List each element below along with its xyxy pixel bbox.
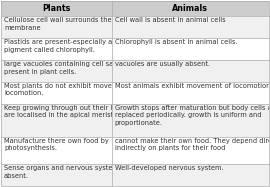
Text: Cell wall is absent in animal cells: Cell wall is absent in animal cells: [115, 17, 225, 23]
Text: Sense organs and nervous system
absent.: Sense organs and nervous system absent.: [4, 165, 119, 179]
Text: cannot make their own food. They depend directly or
indirectly on plants for the: cannot make their own food. They depend …: [115, 138, 270, 151]
Text: Animals: Animals: [172, 4, 208, 13]
Text: Manufacture there own food by
photosynthesis.: Manufacture there own food by photosynth…: [4, 138, 109, 151]
Bar: [1, 104, 112, 137]
Bar: [112, 38, 269, 60]
Text: large vacuoles containing cell sap are
present in plant cells.: large vacuoles containing cell sap are p…: [4, 61, 131, 75]
Bar: [112, 82, 269, 104]
Bar: [112, 164, 269, 186]
Text: Plants: Plants: [42, 4, 71, 13]
Text: vacuoles are usually absent.: vacuoles are usually absent.: [115, 61, 210, 67]
Bar: [1, 164, 112, 186]
Bar: [112, 137, 269, 164]
Text: Most animals exhibit movement of locomotion.: Most animals exhibit movement of locomot…: [115, 83, 270, 89]
Bar: [1, 38, 112, 60]
Text: Growth stops after maturation but body cells are
replaced periodically. growth i: Growth stops after maturation but body c…: [115, 105, 270, 126]
Text: Plastids are present-especially a green
pigment called chlorophyll.: Plastids are present-especially a green …: [4, 39, 134, 53]
Text: Cellulose cell wall surrounds the cell
membrane: Cellulose cell wall surrounds the cell m…: [4, 17, 125, 31]
Bar: [112, 60, 269, 82]
Bar: [1, 82, 112, 104]
Text: Chlorophyll is absent in animal cells.: Chlorophyll is absent in animal cells.: [115, 39, 237, 45]
Bar: [1, 16, 112, 38]
Bar: [1, 137, 112, 164]
Text: Most plants do not exhibit movement of
locomotion.: Most plants do not exhibit movement of l…: [4, 83, 138, 96]
Bar: [112, 1, 269, 16]
Bar: [112, 16, 269, 38]
Bar: [112, 104, 269, 137]
Text: Keep growing through out their life and
are localised in the apical meristem: Keep growing through out their life and …: [4, 105, 136, 118]
Text: Well-developed nervous system.: Well-developed nervous system.: [115, 165, 223, 171]
Bar: [1, 1, 112, 16]
Bar: [1, 60, 112, 82]
